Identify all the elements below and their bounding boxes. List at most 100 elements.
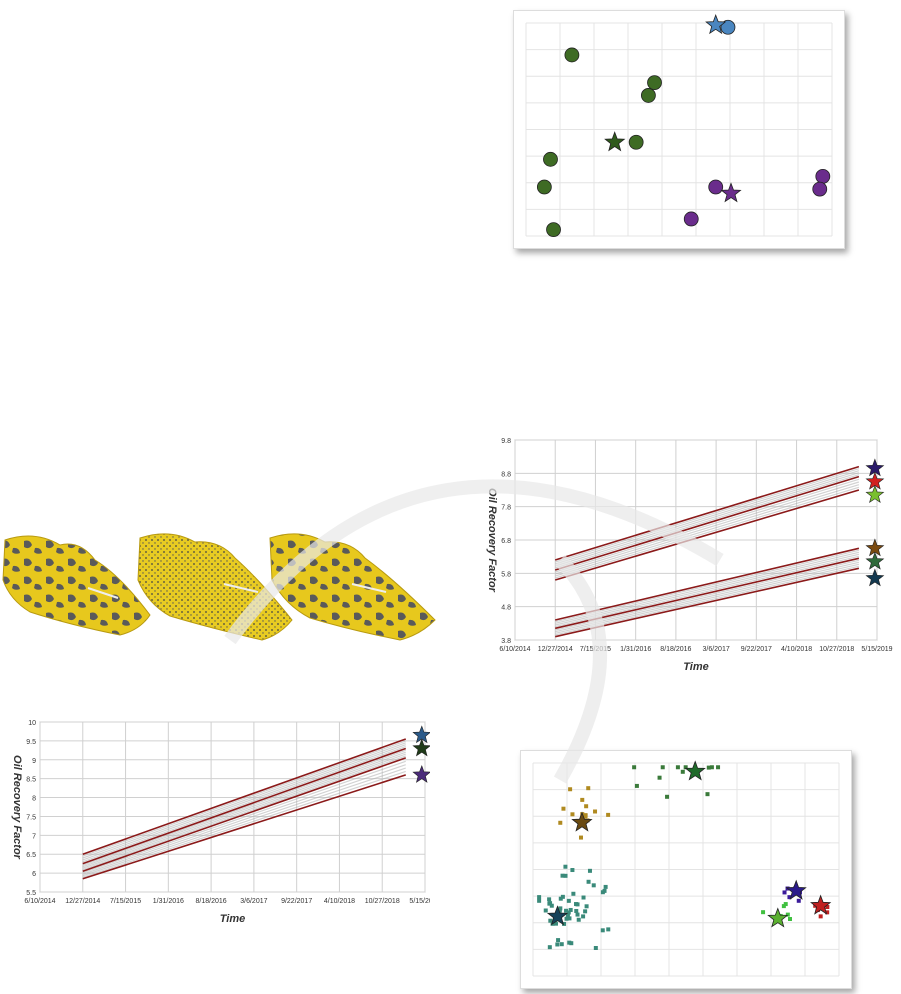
- realization-star-marker: [865, 485, 885, 503]
- scatter-point: [574, 902, 579, 907]
- cluster-scatter-bottom-svg: [532, 760, 840, 977]
- scatter-point: [537, 898, 542, 903]
- scatter-point: [705, 792, 710, 797]
- scatter-point: [584, 804, 589, 809]
- x-tick-label: 9/22/2017: [741, 646, 772, 653]
- scatter-point: [606, 927, 611, 932]
- reservoir-model-2: [137, 533, 293, 641]
- scatter-point: [578, 835, 583, 840]
- scatter-point: [720, 19, 736, 35]
- scatter-point: [570, 812, 575, 817]
- scatter-point: [796, 898, 801, 903]
- x-tick-label: 10/27/2018: [365, 898, 400, 905]
- x-tick-label: 6/10/2014: [24, 898, 55, 905]
- y-tick-label: 8: [32, 796, 36, 803]
- scatter-point: [587, 868, 592, 873]
- centroid-star-marker: [684, 760, 706, 781]
- centroid-star-marker: [546, 905, 569, 926]
- series-line: [82, 774, 406, 880]
- scatter-point: [564, 47, 580, 63]
- scatter-point: [568, 907, 573, 912]
- scatter-point: [683, 765, 688, 770]
- x-tick-label: 8/18/2016: [196, 898, 227, 905]
- scatter-point: [543, 151, 558, 167]
- realization-star-marker: [412, 738, 432, 757]
- series-line: [82, 757, 407, 872]
- scatter-point: [567, 916, 572, 921]
- x-tick-label: 1/31/2016: [153, 898, 184, 905]
- scatter-point: [785, 912, 790, 917]
- y-tick-label: 5.5: [26, 890, 36, 897]
- scatter-point: [632, 765, 637, 770]
- scatter-point: [549, 903, 554, 908]
- x-tick-label: 7/15/2015: [110, 898, 141, 905]
- scatter-point: [568, 787, 573, 792]
- y-tick-label: 9.5: [26, 739, 36, 746]
- scatter-point: [565, 913, 570, 918]
- scatter-point: [560, 873, 565, 878]
- scatter-point: [564, 916, 569, 921]
- cluster-scatter-top: [513, 10, 845, 249]
- recovery-chart-left-svg: 6/10/2014 12/27/2014 7/15/2015 1/31/2016 8/1…: [11, 720, 441, 925]
- y-tick-label: 6.8: [501, 538, 511, 545]
- scatter-point: [647, 75, 662, 91]
- scatter-point: [708, 179, 724, 195]
- scatter-point: [553, 921, 558, 926]
- recovery-chart-left: 6/10/2014 12/27/2014 7/15/2015 1/31/2016 8/1…: [0, 712, 441, 932]
- scatter-point: [584, 904, 589, 909]
- reservoir-model-3: [269, 533, 436, 641]
- realization-star-marker: [412, 765, 432, 783]
- reservoir-models: [0, 520, 440, 650]
- y-tick-label: 5.8: [501, 571, 511, 578]
- scatter-point: [600, 928, 605, 933]
- scatter-point: [593, 945, 598, 950]
- scatter-point: [548, 901, 553, 906]
- recovery-chart-right: 6/10/2014 12/27/2014 7/15/2015 1/31/2016 8/1…: [475, 430, 895, 680]
- scatter-point: [580, 797, 585, 802]
- x-axis-label: Time: [683, 661, 708, 673]
- scatter-point: [548, 918, 553, 923]
- scatter-point: [783, 902, 788, 907]
- scatter-point: [660, 765, 665, 770]
- scatter-point: [593, 809, 598, 814]
- scatter-point: [537, 895, 542, 900]
- scatter-point: [556, 938, 561, 943]
- scatter-point: [781, 904, 786, 909]
- y-tick-label: 9.8: [501, 438, 511, 445]
- scatter-point: [583, 814, 588, 819]
- y-tick-label: 4.8: [501, 605, 511, 612]
- centroid-star-marker: [810, 894, 832, 915]
- x-tick-label: 3/6/2017: [240, 898, 267, 905]
- scatter-point: [782, 890, 787, 895]
- reservoir-model-1: [2, 535, 151, 636]
- scatter-point: [675, 765, 680, 770]
- scatter-point: [706, 765, 711, 770]
- cluster-scatter-bottom: [520, 750, 852, 989]
- x-tick-label: 7/15/2015: [580, 646, 611, 653]
- scatter-point: [657, 775, 662, 780]
- y-tick-label: 6.5: [26, 852, 36, 859]
- scatter-point: [547, 945, 552, 950]
- x-tick-label: 8/18/2016: [660, 646, 691, 653]
- scatter-point: [628, 134, 644, 150]
- y-tick-label: 10: [28, 720, 36, 727]
- y-tick-label: 7: [32, 833, 36, 840]
- scatter-point: [558, 820, 563, 825]
- scatter-point: [606, 812, 611, 817]
- scatter-point: [570, 868, 575, 873]
- scatter-point: [825, 910, 830, 915]
- scatter-point: [583, 909, 588, 914]
- y-tick-label: 3.8: [501, 638, 511, 645]
- y-tick-label: 6: [32, 871, 36, 878]
- scatter-point: [591, 883, 596, 888]
- series-line: [82, 747, 407, 865]
- scatter-point: [562, 921, 567, 926]
- y-axis-label: Oil Recovery Factor: [486, 488, 498, 593]
- series-line: [82, 738, 407, 855]
- scatter-point: [680, 769, 685, 774]
- recovery-chart-right-svg: 6/10/2014 12/27/2014 7/15/2015 1/31/2016 8/1…: [486, 438, 893, 673]
- x-tick-label: 3/6/2017: [702, 646, 729, 653]
- scatter-point: [569, 941, 574, 946]
- scatter-point: [586, 786, 591, 791]
- scatter-point: [665, 794, 670, 799]
